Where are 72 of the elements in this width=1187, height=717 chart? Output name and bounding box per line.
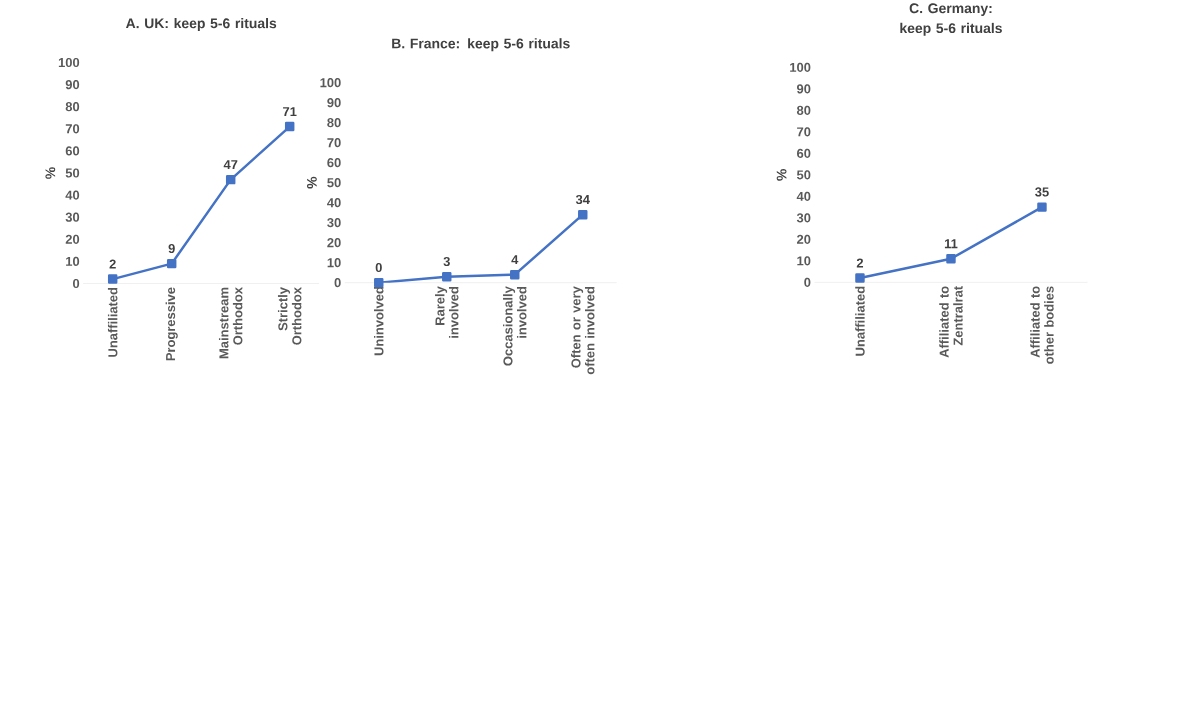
y-tick-label: 70 [797, 127, 811, 137]
point [107, 274, 118, 284]
x-tick-label: Progressive [165, 287, 178, 361]
data-label: 35 [1035, 187, 1049, 197]
y-tick-label: 10 [327, 258, 341, 268]
y-tick-label: 40 [327, 198, 341, 208]
point [578, 210, 588, 220]
point [374, 278, 384, 288]
x-tick-label: Often or very often involved [571, 286, 595, 375]
y-tick-label: 70 [65, 124, 80, 134]
data-label: 2 [109, 259, 116, 269]
y-tick-label: 50 [65, 168, 80, 178]
y-tick-label: 50 [327, 178, 341, 188]
point [166, 259, 177, 269]
y-tick-label: 40 [796, 191, 811, 202]
y-tick-label: 10 [66, 256, 80, 267]
point [510, 270, 520, 280]
data-label: 9 [168, 244, 175, 254]
x-tick-label: Uninvolved [374, 287, 384, 356]
y-tick-label: 50 [796, 170, 811, 180]
y-tick-label: 80 [65, 102, 80, 112]
point [442, 272, 452, 282]
point [1037, 202, 1047, 213]
chart-title: C. Germany: keep 5-6 rituals [900, 3, 1002, 37]
y-tick-label: 60 [327, 158, 341, 168]
point [225, 175, 236, 185]
y-tick-label: 80 [327, 118, 341, 128]
chart-title: B. France: keep 5-6 rituals [392, 38, 570, 52]
y-tick-label: 70 [327, 138, 341, 148]
y-tick-label: 60 [65, 146, 80, 156]
point [855, 273, 865, 283]
y-tick-label: 30 [327, 218, 341, 228]
y-tick-label: 60 [797, 148, 811, 159]
y-axis-title: % [776, 169, 787, 181]
y-tick-label: 80 [796, 105, 811, 116]
y-tick-label: 20 [65, 234, 80, 245]
y-tick-label: 90 [796, 84, 811, 94]
y-axis-title: % [306, 176, 317, 189]
point [284, 122, 295, 132]
data-label: 34 [575, 195, 590, 205]
data-label: 2 [856, 258, 864, 268]
y-tick-label: 100 [320, 78, 341, 88]
y-tick-label: 90 [65, 80, 80, 90]
y-tick-label: 10 [797, 256, 811, 266]
data-label: 11 [944, 239, 958, 249]
x-tick-label: Affiliated to Zentralrat [939, 286, 963, 358]
y-tick-label: 30 [796, 213, 811, 223]
x-tick-label: Unaffiliated [107, 288, 118, 357]
x-tick-label: Mainstream Orthodox [218, 287, 243, 359]
y-axis-title: % [45, 167, 56, 180]
x-tick-label: Rarely involved [435, 286, 459, 338]
data-label: 71 [283, 107, 297, 117]
data-label: 4 [511, 255, 519, 265]
x-tick-label: Unaffiliated [855, 286, 865, 356]
point [946, 254, 956, 264]
y-tick-label: 40 [65, 190, 80, 200]
y-tick-label: 20 [327, 238, 341, 248]
y-tick-label: 0 [334, 278, 341, 288]
x-tick-label: Occasionally involved [503, 286, 527, 366]
y-tick-label: 0 [804, 277, 811, 288]
x-tick-label: Affiliated to other bodies [1030, 286, 1054, 364]
data-label: 47 [223, 160, 238, 170]
data-label: 3 [443, 257, 450, 267]
y-tick-label: 0 [72, 279, 80, 289]
y-tick-label: 100 [790, 62, 811, 73]
y-tick-label: 100 [58, 58, 80, 68]
y-tick-label: 20 [796, 234, 811, 245]
data-label: 0 [375, 263, 382, 273]
y-tick-label: 30 [65, 212, 80, 222]
chart-title: A. UK: keep 5-6 rituals [125, 18, 277, 32]
y-tick-label: 90 [327, 98, 341, 108]
x-tick-label: Strictly Orthodox [277, 287, 302, 345]
